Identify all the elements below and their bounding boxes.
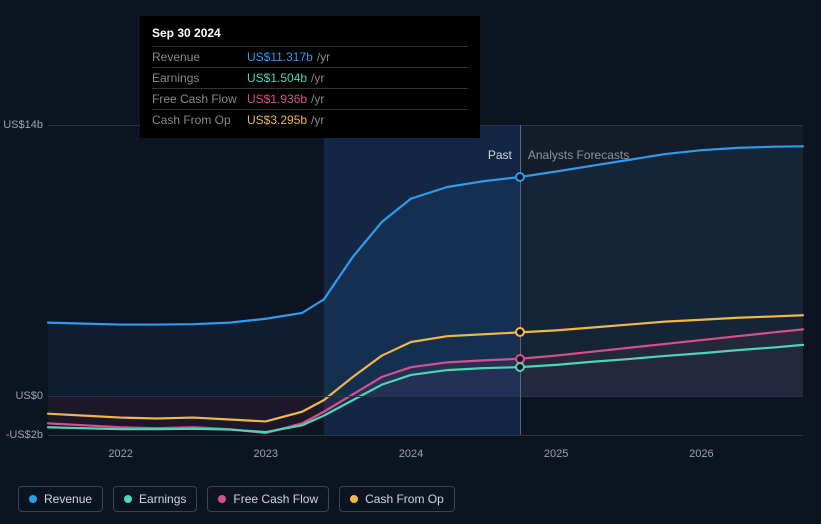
region-label-past: Past [488,148,512,162]
x-axis-label: 2026 [689,448,713,460]
tooltip-unit: /yr [311,71,324,85]
tooltip-metric-value: US$1.504b [247,71,307,85]
data-marker-earnings [515,362,525,372]
legend-dot-icon [350,495,358,503]
legend-item-earnings[interactable]: Earnings [113,486,197,512]
legend-item-free_cash_flow[interactable]: Free Cash Flow [207,486,329,512]
gridline [48,435,803,436]
legend-dot-icon [218,495,226,503]
legend-item-revenue[interactable]: Revenue [18,486,103,512]
legend-dot-icon [29,495,37,503]
legend-dot-icon [124,495,132,503]
x-axis-label: 2025 [544,448,568,460]
legend-label: Revenue [44,492,92,506]
tooltip-row: EarningsUS$1.504b /yr [152,67,468,88]
tooltip-row: Cash From OpUS$3.295b /yr [152,109,468,130]
tooltip-metric-label: Cash From Op [152,113,247,127]
tooltip-metric-label: Free Cash Flow [152,92,247,106]
legend-label: Free Cash Flow [233,492,318,506]
tooltip-date: Sep 30 2024 [152,26,468,40]
tooltip-metric-label: Revenue [152,50,247,64]
tooltip-metric-value: US$3.295b [247,113,307,127]
tooltip-metric-label: Earnings [152,71,247,85]
tooltip-unit: /yr [311,92,324,106]
data-marker-revenue [515,172,525,182]
x-axis-label: 2024 [399,448,423,460]
legend-label: Cash From Op [365,492,444,506]
y-axis-label: US$0 [15,390,43,402]
y-axis-label: -US$2b [6,429,43,441]
tooltip-unit: /yr [317,50,330,64]
tooltip-row: RevenueUS$11.317b /yr [152,46,468,67]
legend-item-cash_from_op[interactable]: Cash From Op [339,486,455,512]
chart-tooltip: Sep 30 2024 RevenueUS$11.317b /yrEarning… [140,16,480,138]
y-axis-label: US$14b [3,119,43,131]
x-axis-label: 2023 [254,448,278,460]
gridline [48,396,803,397]
tooltip-unit: /yr [311,113,324,127]
region-label-forecast: Analysts Forecasts [528,148,629,162]
legend-label: Earnings [139,492,186,506]
chart-legend: Revenue Earnings Free Cash Flow Cash From O… [18,486,455,512]
tooltip-metric-value: US$11.317b [247,50,313,64]
tooltip-metric-value: US$1.936b [247,92,307,106]
tooltip-row: Free Cash FlowUS$1.936b /yr [152,88,468,109]
financials-chart[interactable]: US$14bUS$0-US$2b20222023202420252026 [18,125,803,460]
data-marker-cash_from_op [515,327,525,337]
x-axis-label: 2022 [108,448,132,460]
